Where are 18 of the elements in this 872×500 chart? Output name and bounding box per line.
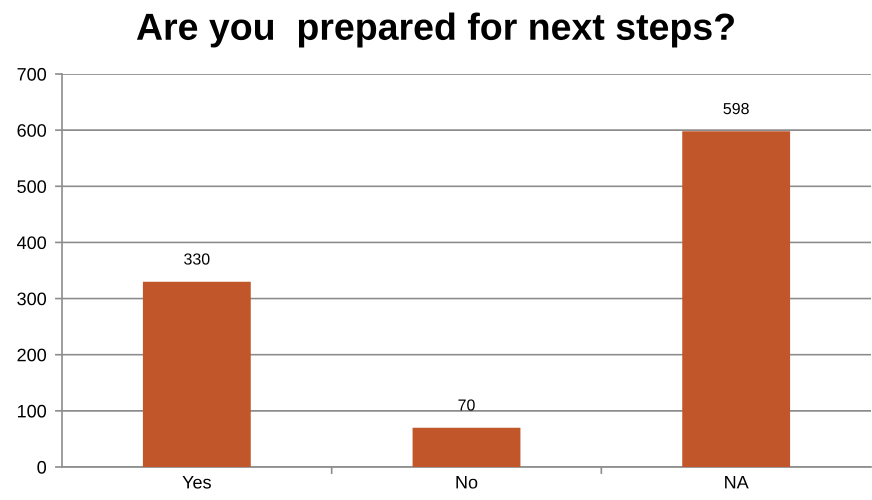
data-label: 598 xyxy=(723,102,749,114)
y-tick-label: 300 xyxy=(17,292,46,306)
y-tick-label: 600 xyxy=(18,124,46,137)
y-tick-label: 0 xyxy=(37,460,46,474)
y-tick-label: 100 xyxy=(18,404,46,418)
bar xyxy=(142,282,251,467)
y-tick-label: 400 xyxy=(17,236,46,250)
bar xyxy=(412,428,520,467)
bar xyxy=(682,131,790,467)
x-tick-label: NA xyxy=(725,476,749,488)
data-label: 70 xyxy=(458,399,475,411)
x-tick-label: No xyxy=(456,476,478,489)
data-label: 330 xyxy=(184,253,210,265)
y-tick-label: 500 xyxy=(17,180,46,194)
chart-title: Are you prepared for next steps? xyxy=(136,12,734,48)
x-tick-label: Yes xyxy=(182,476,211,489)
y-tick-label: 200 xyxy=(18,348,46,362)
y-tick-label: 700 xyxy=(18,68,46,81)
